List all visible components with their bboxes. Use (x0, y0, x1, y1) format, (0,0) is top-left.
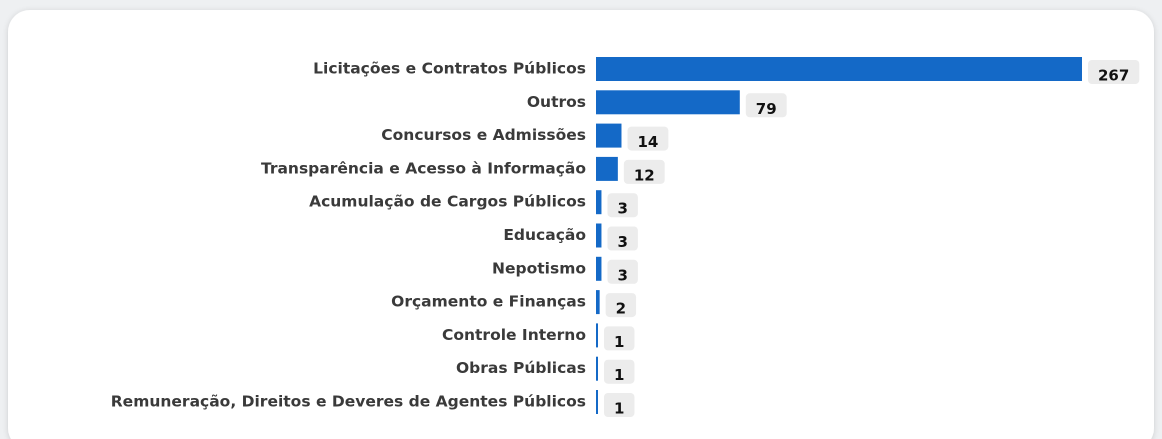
value-label-box (745, 93, 787, 118)
category-label: Remuneração, Direitos e Deveres de Agent… (111, 393, 586, 411)
category-label: Obras Públicas (456, 359, 586, 377)
bar (596, 123, 622, 148)
bar (596, 323, 598, 348)
bar (596, 256, 602, 281)
category-label: Licitações e Contratos Públicos (313, 60, 586, 78)
value-label-box (1088, 60, 1140, 84)
bar (596, 390, 598, 414)
value-label-box (604, 393, 635, 417)
card (8, 10, 1154, 439)
category-label: Nepotismo (492, 259, 586, 277)
value-label-box (604, 359, 635, 384)
value-label-box (627, 126, 669, 151)
category-label: Outros (527, 93, 586, 111)
bar (596, 290, 600, 315)
value-label: 3 (617, 266, 627, 284)
category-label: Controle Interno (442, 326, 586, 344)
value-label: 12 (634, 166, 655, 184)
value-label-box (607, 193, 638, 218)
value-label: 3 (617, 200, 627, 218)
value-label: 1 (614, 333, 624, 351)
category-label: Transparência e Acesso à Informação (261, 159, 586, 177)
bar (596, 57, 1082, 81)
value-label-box (605, 293, 637, 318)
value-label: 14 (637, 133, 658, 151)
bar (596, 356, 598, 381)
value-label-box (623, 159, 665, 184)
bar (596, 223, 602, 248)
value-label: 79 (756, 100, 777, 118)
bar (596, 156, 618, 181)
category-label: Orçamento e Finanças (391, 293, 586, 311)
value-label: 267 (1098, 67, 1129, 85)
value-label-box (607, 226, 638, 251)
value-label: 2 (616, 300, 626, 318)
category-label: Concursos e Admissões (381, 126, 586, 144)
category-label: Educação (503, 226, 586, 244)
value-label: 1 (614, 400, 624, 418)
value-label: 1 (614, 366, 624, 384)
bar (596, 190, 602, 215)
value-label: 3 (617, 233, 627, 251)
category-label: Acumulação de Cargos Públicos (309, 193, 586, 211)
value-label-box (604, 326, 635, 351)
value-label-box (607, 259, 638, 284)
bar (596, 90, 740, 115)
